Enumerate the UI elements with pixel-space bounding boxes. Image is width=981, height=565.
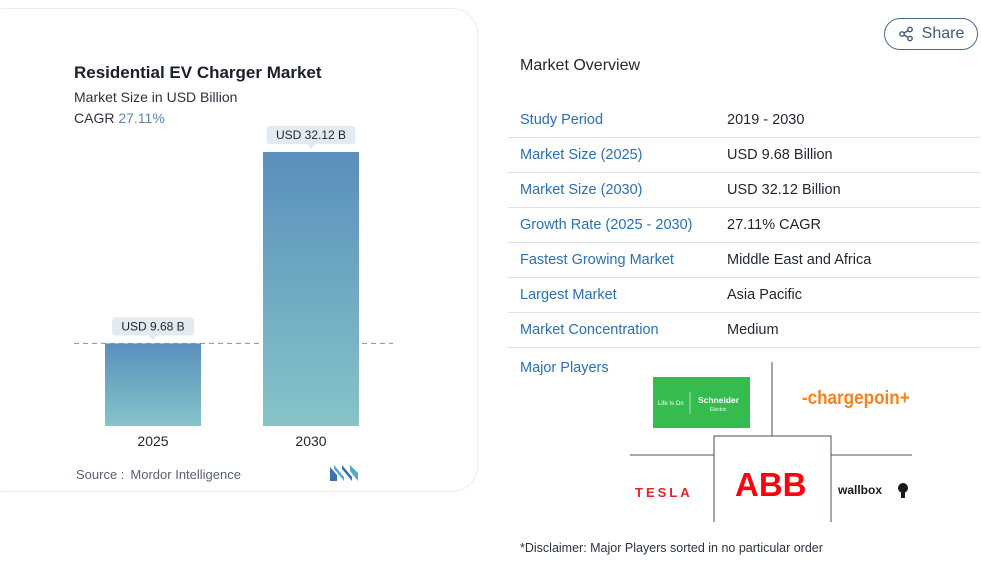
bar-chart: USD 9.68 B 2025 USD 32.12 B 2030 [74,126,393,449]
schneider-wordmark: Schneider [698,395,740,405]
cagr-label: CAGR [74,110,115,126]
major-players-grid: Life Is On Schneider Electric -chargepoi… [630,362,912,522]
overview-value: 27.11% CAGR [727,217,822,233]
share-button[interactable]: Share [884,18,978,50]
data-label-bg [266,126,356,144]
overview-table: Study Period 2019 - 2030 Market Size (20… [508,103,980,348]
overview-value: 2019 - 2030 [727,112,805,128]
schneider-tagline: Life Is On [658,401,684,407]
chart-source: Source : Mordor Intelligence [76,467,241,482]
data-label: USD 9.68 B [121,319,184,333]
overview-row: Market Size (2025) USD 9.68 Billion [508,138,980,173]
chart-title: Residential EV Charger Market [74,63,322,82]
overview-row: Fastest Growing Market Middle East and A… [508,243,980,278]
wallbox-logo[interactable]: wallbox [837,483,908,498]
bar-2030 [263,152,359,426]
overview-title: Market Overview [520,57,641,74]
chart-cagr: CAGR 27.11% [74,110,165,126]
schneider-sub: Electric [710,407,727,413]
overview-value: USD 9.68 Billion [727,147,833,163]
overview-value: USD 32.12 Billion [727,182,841,198]
wallbox-wordmark: wallbox [837,483,882,497]
data-label-pointer [149,335,157,341]
data-label: USD 32.12 B [276,128,346,142]
major-players-label[interactable]: Major Players [520,360,609,376]
share-label: Share [921,25,965,42]
chargepoint-logo[interactable]: -chargepoin+ [802,387,910,408]
overview-key[interactable]: Market Size (2030) [520,182,643,198]
bar-2025 [105,343,201,426]
source-value: Mordor Intelligence [130,467,241,482]
mordor-intelligence-logo-icon [330,465,358,481]
overview-row: Growth Rate (2025 - 2030) 27.11% CAGR [508,208,980,243]
overview-key[interactable]: Market Size (2025) [520,147,643,163]
overview-value: Asia Pacific [727,287,802,303]
overview-value: Middle East and Africa [727,252,872,268]
overview-row: Study Period 2019 - 2030 [508,103,980,138]
data-label-pointer [307,144,315,149]
overview-key[interactable]: Growth Rate (2025 - 2030) [520,217,693,233]
overview-value: Medium [727,322,779,338]
abb-logo[interactable]: ABB [735,466,807,503]
cagr-value: 27.11% [118,110,165,126]
tesla-logo[interactable]: TESLA [635,485,693,500]
source-label: Source : [76,467,125,482]
wallbox-plug-icon [898,483,908,493]
share-icon [898,26,913,42]
schneider-electric-logo[interactable]: Life Is On Schneider Electric [653,377,750,428]
overview-key[interactable]: Fastest Growing Market [520,252,674,268]
overview-key[interactable]: Largest Market [520,287,617,303]
disclaimer: *Disclaimer: Major Players sorted in no … [520,541,823,555]
x-tick-label: 2030 [295,433,326,449]
overview-key[interactable]: Market Concentration [520,322,659,338]
x-tick-label: 2025 [137,433,168,449]
overview-key[interactable]: Study Period [520,112,604,128]
overview-row: Largest Market Asia Pacific [508,278,980,313]
data-label-bg [112,317,194,336]
overview-row: Market Concentration Medium [508,313,980,348]
chart-subtitle: Market Size in USD Billion [74,89,238,105]
overview-row: Market Size (2030) USD 32.12 Billion [508,173,980,208]
chart-card [0,8,478,492]
